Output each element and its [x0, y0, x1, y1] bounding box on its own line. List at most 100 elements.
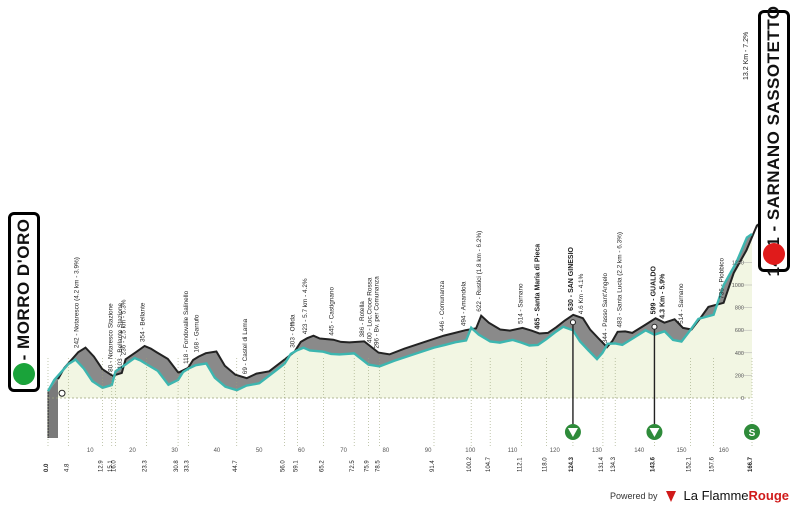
km-mark-label: 59.1 — [294, 460, 300, 472]
profile-left-wall — [48, 379, 58, 438]
kom-triangle — [567, 428, 578, 437]
km-mark-label: 75.9 — [365, 460, 371, 472]
x-tick-label: 100 — [465, 448, 476, 454]
km-mark-label: 118.0 — [542, 457, 548, 472]
waypoint-label: 514 - Sarnano — [678, 283, 685, 324]
km-mark-label: 0.0 — [44, 463, 50, 472]
y-tick-label: 400 — [735, 351, 744, 357]
waypoint-label: 118 - Fondovalle Salinello — [183, 290, 190, 364]
brand-name: La FlammeRouge — [683, 488, 789, 503]
waypoint-label: 69 - Castel di Lama — [242, 318, 249, 374]
km-mark-label: 104.7 — [486, 456, 492, 472]
km-mark-label: 143.6 — [650, 456, 656, 472]
km-mark-label: 65.2 — [319, 460, 325, 472]
x-tick-label: 120 — [550, 448, 561, 454]
x-tick-label: 90 — [425, 448, 432, 454]
y-tick-label: 1200 — [732, 260, 744, 266]
km-mark-label: 157.6 — [710, 456, 716, 472]
waypoint-label: 465 - Santa Maria di Pieca — [534, 244, 541, 330]
km-mark-label: 23.3 — [142, 460, 148, 472]
km-mark-label: 30.8 — [174, 460, 180, 472]
km-mark-label: 56.0 — [280, 460, 286, 472]
y-tick-label: 200 — [735, 373, 744, 379]
waypoint-label: 423 - 5.7 km - 4.2% — [302, 278, 309, 334]
waypoint-label: 400 - Loc.Croce Rossa — [366, 277, 373, 343]
km-mark-label: 134.3 — [611, 456, 617, 472]
km-mark-label: 72.5 — [350, 460, 356, 472]
km-mark-label: 131.4 — [599, 456, 605, 472]
cyclist-icon — [763, 243, 785, 265]
waypoint-label: 344 - Passo Sant'Angelo — [602, 273, 609, 344]
x-tick-label: 130 — [592, 448, 603, 454]
waypoint-label: 354 - Bellante — [140, 302, 147, 342]
waypoint-label: 445 - Castignano — [328, 287, 335, 336]
finish-label: 1451 - SARNANO SASSOTETTO — [764, 5, 783, 277]
x-tick-label: 150 — [676, 448, 687, 454]
km-mark-label: 100.2 — [467, 456, 473, 472]
y-tick-label: 800 — [735, 306, 744, 312]
x-tick-label: 160 — [719, 448, 730, 454]
x-tick-label: 20 — [129, 448, 136, 454]
final-climb-note: 13.2 Km - 7.2% — [743, 32, 750, 80]
waypoint-label: 494 - Amandola — [461, 281, 468, 326]
kom-summit-marker — [651, 323, 658, 330]
km-mark-label: 112.1 — [517, 457, 523, 472]
km-mark-label: 152.1 — [686, 456, 692, 472]
profile-ridge-line — [57, 221, 763, 380]
km-mark-label: 166.7 — [748, 456, 754, 472]
waypoint-label: 242 - Notaresco (4.2 km - 3.9%) — [73, 257, 80, 348]
waypoint-label: 386 - Rotella — [359, 301, 366, 338]
x-tick-label: 10 — [87, 448, 94, 454]
waypoint-label: 630 - SAN GINESIO — [568, 246, 575, 310]
km-mark-label: 4.8 — [64, 463, 70, 472]
waypoint-label: 599 - GUALDO — [651, 266, 658, 315]
km-mark-label: 78.5 — [376, 460, 382, 472]
waypoint-label: 483 - Santa Lucia (2.2 km - 6.3%) — [616, 232, 623, 328]
x-tick-label: 70 — [340, 448, 347, 454]
waypoint-label: 622 - Rustici (1.8 km - 6.2%) — [476, 231, 483, 312]
km-mark-label: 33.3 — [185, 460, 191, 472]
km-mark-label: 91.4 — [430, 460, 436, 472]
powered-by-text: Powered by — [609, 490, 658, 501]
kom-triangle — [649, 428, 660, 437]
x-tick-label: 40 — [214, 448, 221, 454]
waypoint-label: 4.6 Km - 4.1% — [578, 273, 585, 314]
x-tick-label: 110 — [508, 448, 518, 454]
waypoint-label: 296 - Bv. per Comunanza — [374, 276, 381, 349]
sprint-symbol: S — [749, 428, 756, 439]
x-tick-label: 140 — [634, 448, 645, 454]
waypoint-label: 736 - Piobbico — [719, 258, 726, 299]
x-tick-label: 50 — [256, 448, 263, 454]
flame-logo-icon — [665, 490, 676, 502]
route-line — [46, 233, 753, 392]
finish-town-tag: 1451 - SARNANO SASSOTETTO — [758, 5, 790, 277]
start-point-marker — [58, 389, 66, 397]
profile-band — [48, 234, 752, 398]
km-mark-label: 16.0 — [112, 460, 118, 472]
y-tick-label: 0 — [741, 396, 744, 402]
km-mark-label: 15.1 — [108, 460, 114, 472]
waypoint-label: 446 - Comunanza — [439, 280, 446, 331]
waypoint-label: 236 - 2.5 km - 5.3% — [121, 299, 128, 355]
y-tick-label: 1000 — [732, 283, 744, 289]
start-label: 60 - MORRO D'ORO — [14, 218, 33, 386]
km-mark-label: 124.3 — [569, 456, 575, 472]
waypoint-label: 168 - Garrufo — [194, 314, 201, 352]
x-tick-label: 60 — [298, 448, 305, 454]
sprint-icon — [744, 424, 760, 440]
waypoint-label: 103 - Bellante Stazione — [117, 302, 124, 369]
waypoint-label: 303 - Offida — [289, 314, 296, 348]
cyclist-icon — [13, 363, 35, 385]
waypoint-label: 514 - Sarnano — [518, 283, 525, 324]
km-mark-label: 12.9 — [98, 460, 104, 472]
footer: Powered by La FlammeRouge — [610, 488, 789, 503]
km-mark-label: 44.7 — [233, 460, 239, 472]
waypoint-label: 4.3 Km - 5.9% — [659, 273, 666, 319]
y-tick-label: 600 — [735, 328, 744, 334]
waypoint-label: 80 - Notaresco Stazione — [107, 303, 114, 372]
kom-summit-marker — [569, 319, 576, 326]
x-tick-label: 30 — [171, 448, 178, 454]
x-tick-label: 80 — [383, 448, 390, 454]
start-town-tag: 60 - MORRO D'ORO — [8, 212, 40, 392]
